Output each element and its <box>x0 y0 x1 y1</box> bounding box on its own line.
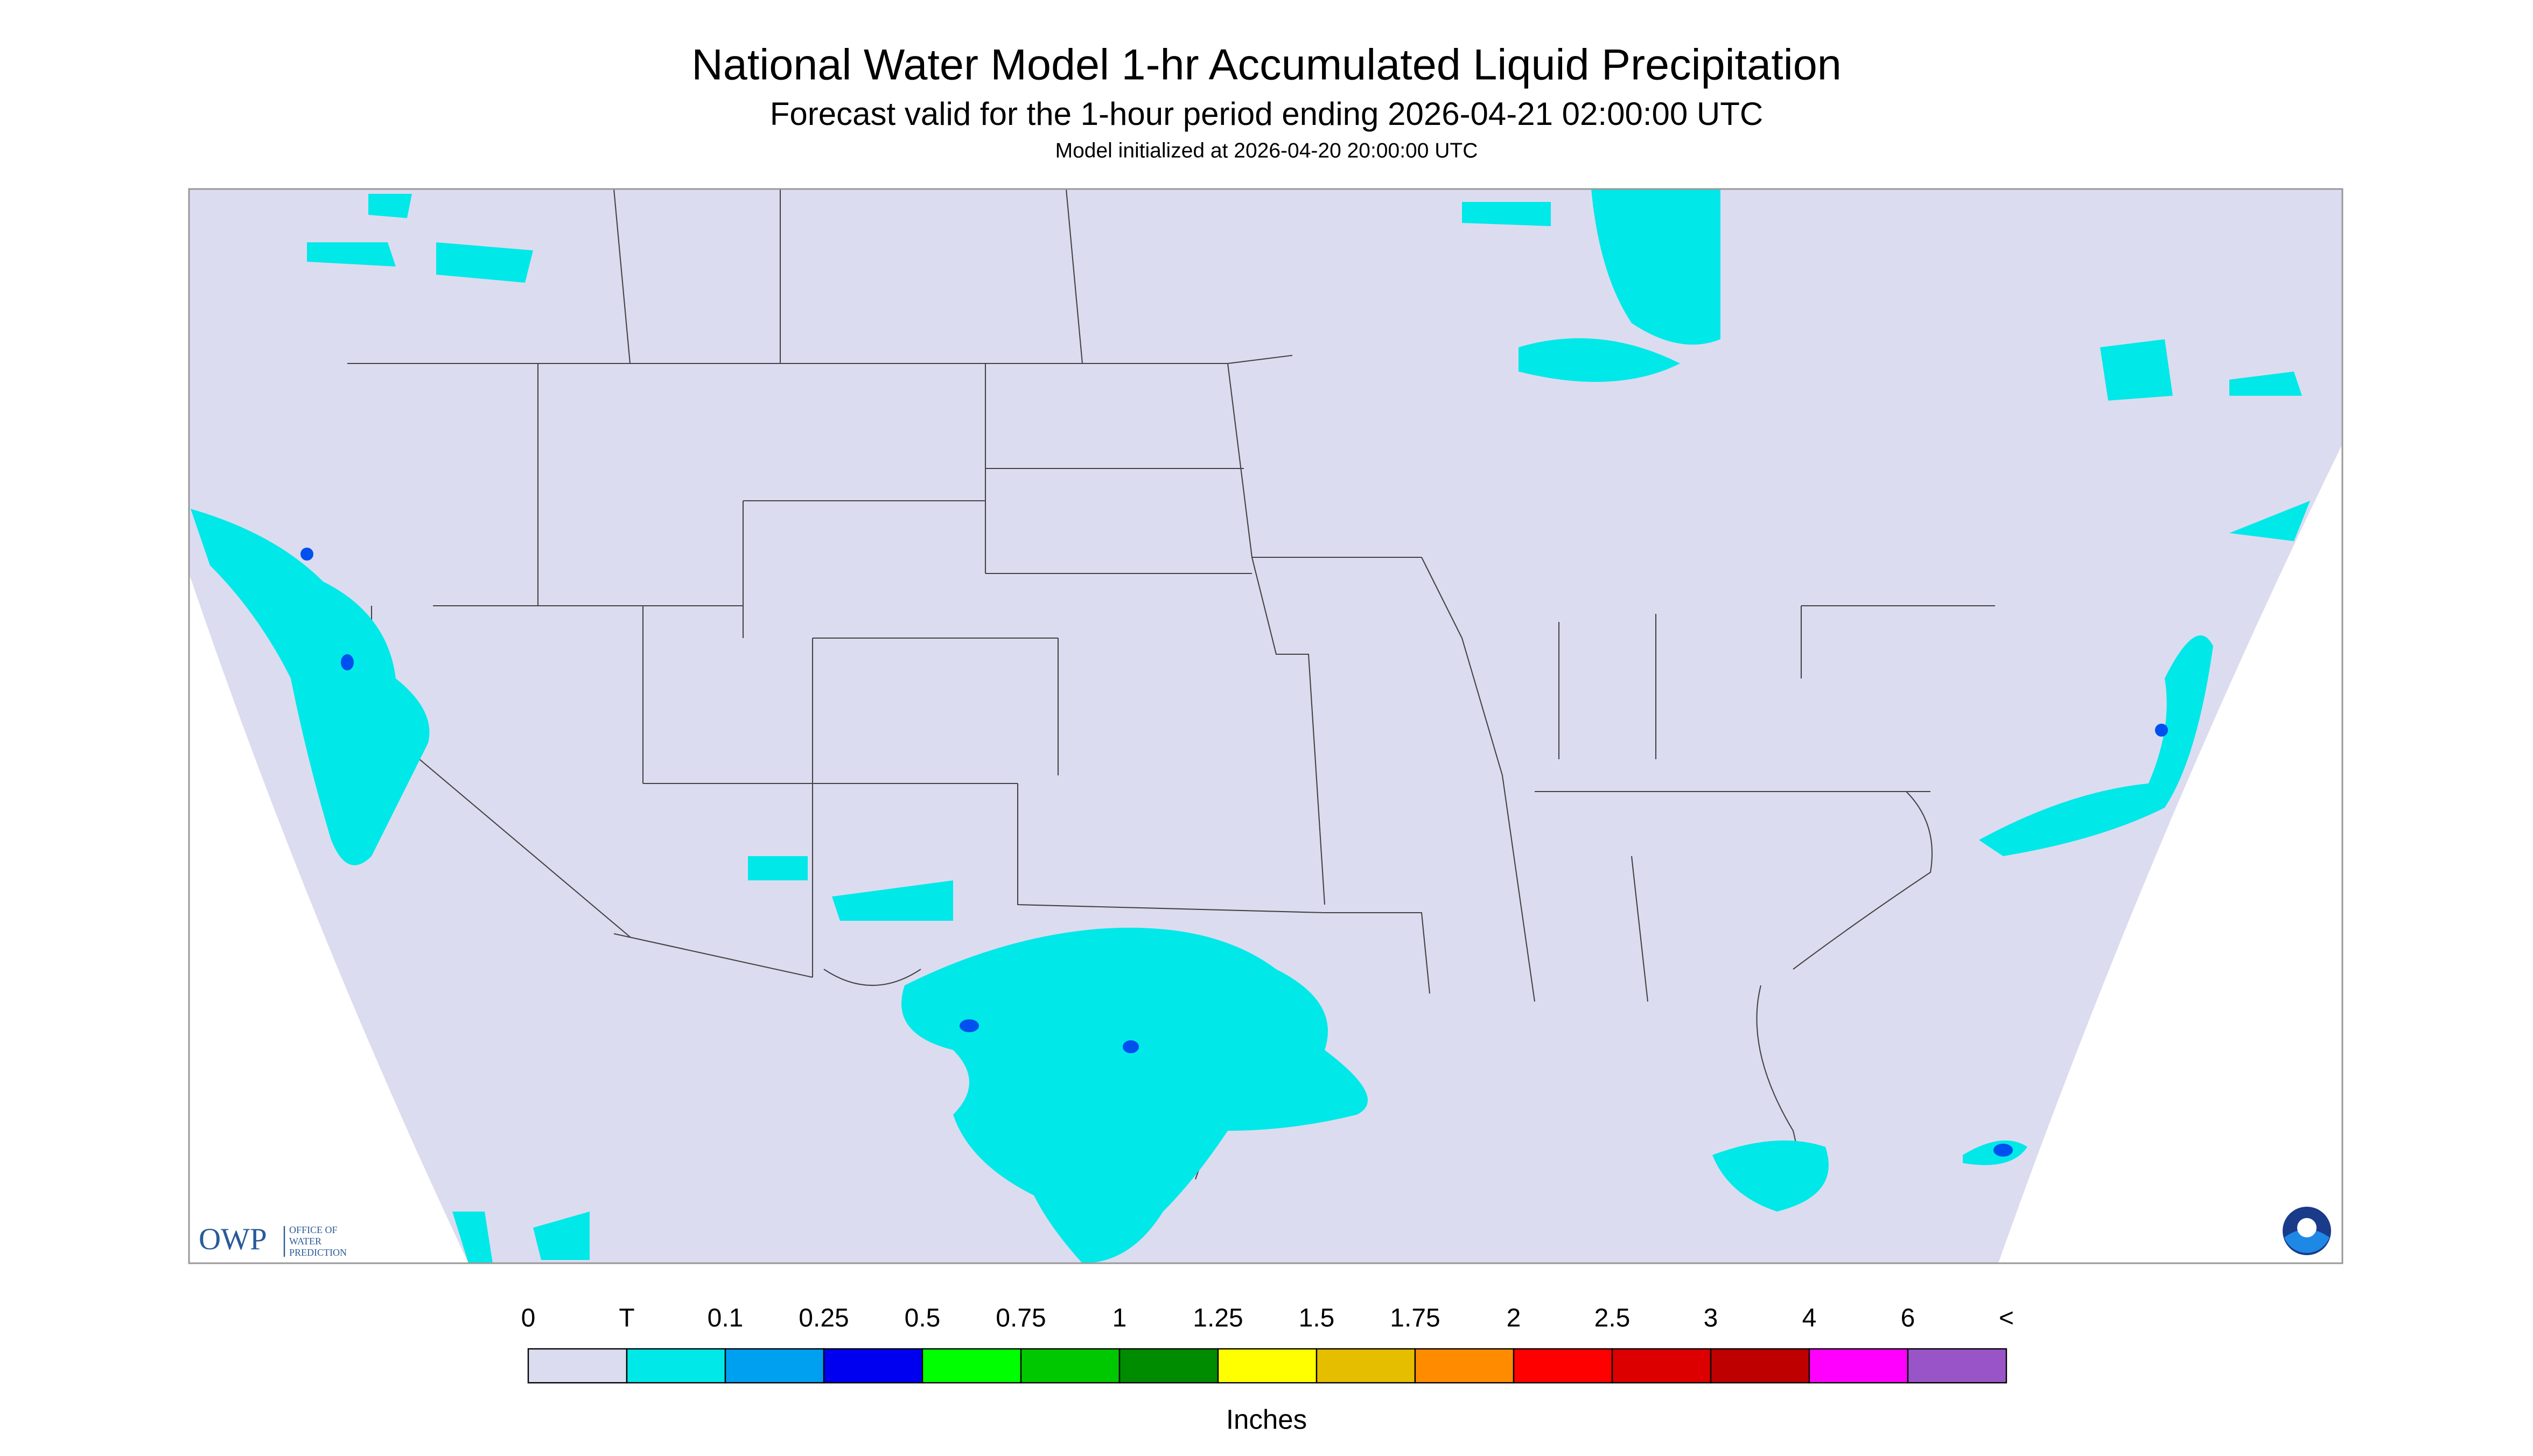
legend-swatch <box>921 1348 1022 1384</box>
legend-swatch <box>527 1348 628 1384</box>
legend-swatch <box>1414 1348 1515 1384</box>
map-border <box>188 188 2343 1264</box>
legend-swatch <box>1217 1348 1318 1384</box>
legend-label: 4 <box>1802 1304 1817 1333</box>
legend-label: 0 <box>521 1304 536 1333</box>
legend-label: 6 <box>1901 1304 1915 1333</box>
title: National Water Model 1-hr Accumulated Li… <box>691 40 1842 89</box>
logo-name: OWP <box>199 1222 267 1256</box>
logo-line: PREDICTION <box>289 1247 347 1258</box>
precip-heavy <box>300 548 2168 1157</box>
legend-label: 2 <box>1507 1304 1521 1333</box>
legend-label: 1.25 <box>1193 1304 1243 1333</box>
logo-line: OFFICE OF <box>289 1224 338 1235</box>
legend-swatch <box>1611 1348 1712 1384</box>
legend-swatch <box>1808 1348 1909 1384</box>
legend-swatch <box>1710 1348 1810 1384</box>
legend-swatch <box>1316 1348 1416 1384</box>
legend-label: 1.75 <box>1390 1304 1440 1333</box>
legend-label: 0.75 <box>996 1304 1046 1333</box>
legend-swatch <box>823 1348 923 1384</box>
init-time: Model initialized at 2026-04-20 20:00:00… <box>1055 139 1478 162</box>
legend-label: 1.5 <box>1299 1304 1335 1333</box>
legend-label: T <box>619 1304 634 1333</box>
legend: 0 T 0.1 0.25 0.5 0.75 1 1.25 1.5 1.75 2 2.5 3 4 6 < <box>521 1304 2014 1384</box>
legend-swatch <box>1020 1348 1121 1384</box>
legend-unit: Inches <box>1226 1404 1307 1434</box>
legend-label: 0.1 <box>708 1304 744 1333</box>
legend-label: 3 <box>1704 1304 1718 1333</box>
logo-line: WATER <box>289 1236 321 1247</box>
legend-swatch <box>1513 1348 1613 1384</box>
legend-label: 0.25 <box>799 1304 849 1333</box>
precip-trace <box>191 189 2310 1264</box>
legend-swatch <box>626 1348 726 1384</box>
legend-swatch <box>1907 1348 2007 1384</box>
model-domain <box>189 189 2342 1264</box>
legend-swatch <box>724 1348 825 1384</box>
legend-swatch <box>1118 1348 1219 1384</box>
legend-label: < <box>1999 1304 2014 1333</box>
map: OWP OFFICE OF WATER PREDICTION <box>188 188 2343 1264</box>
noaa-logo <box>2283 1207 2331 1256</box>
legend-label: 0.5 <box>905 1304 941 1333</box>
subtitle: Forecast valid for the 1-hour period end… <box>770 96 1763 132</box>
legend-label: 1 <box>1112 1304 1127 1333</box>
legend-label: 2.5 <box>1594 1304 1631 1333</box>
owp-logo: OWP OFFICE OF WATER PREDICTION <box>199 1222 347 1258</box>
